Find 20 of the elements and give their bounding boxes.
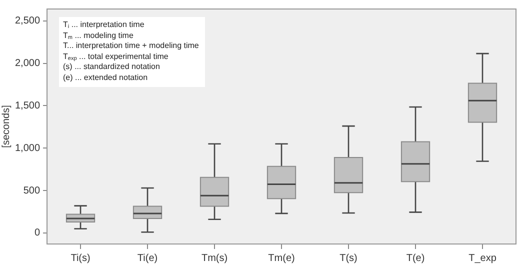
annotation: T$_{m}$ ... modeling time [63,30,134,40]
x-tick-label: Ti(s) [70,252,90,264]
y-tick-label: 1,500 [14,100,40,112]
y-tick-label: 500 [23,185,40,196]
annotation: (e) ... extended notation [63,72,148,82]
y-tick-label: 0 [34,228,40,239]
annotation: T$_{i}$ ... interpretation time [63,20,144,30]
x-tick-label: T_exp [468,252,497,264]
y-axis-title: [seconds] [0,104,12,148]
x-tick-label: T(s) [340,252,358,264]
annotation: (s) ... standardized notation [63,62,160,71]
y-tick-label: 2,500 [14,16,40,27]
annotation: T... interpretation time + modeling time [63,41,199,50]
x-tick-label: Tm(s) [201,252,228,264]
x-tick-label: Ti(e) [137,252,158,264]
y-tick-label: 1,000 [14,142,40,154]
y-tick-label: 2,000 [14,58,40,70]
annotation: T$_{exp}$ ... total experimental time [63,52,168,62]
x-tick-label: Tm(e) [268,252,295,264]
x-tick-label: T(e) [406,252,425,264]
